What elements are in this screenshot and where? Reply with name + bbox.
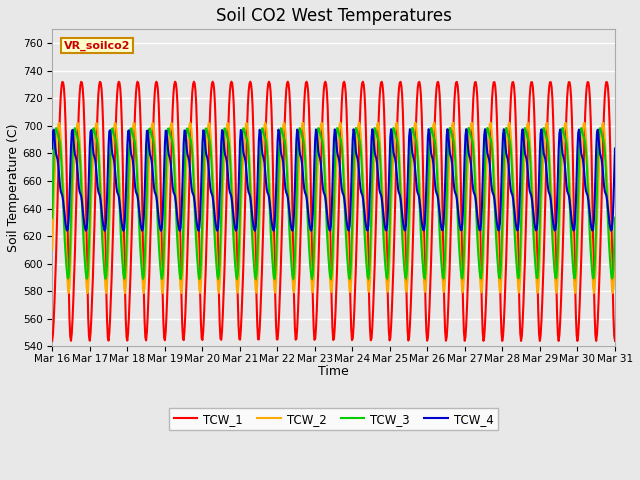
- TCW_4: [116, 207, 124, 213]
- Text: VR_soilco2: VR_soilco2: [63, 40, 130, 51]
- TCW_1: [49, 338, 56, 344]
- TCW_4: [425, 126, 433, 132]
- TCW_2: [393, 120, 401, 125]
- TCW_3: [611, 215, 619, 221]
- Line: TCW_3: TCW_3: [52, 128, 615, 279]
- TCW_2: [420, 279, 428, 285]
- TCW_2: [174, 231, 182, 237]
- TCW_1: [246, 79, 254, 84]
- TCW_1: [611, 338, 619, 344]
- TCW_4: [173, 216, 181, 221]
- TCW_2: [117, 211, 125, 216]
- TCW_4: [204, 158, 212, 164]
- TCW_3: [252, 276, 260, 282]
- TCW_4: [403, 206, 411, 212]
- TCW_3: [58, 182, 66, 188]
- TCW_4: [195, 228, 202, 234]
- TCW_2: [204, 124, 212, 130]
- TCW_1: [204, 216, 211, 221]
- TCW_2: [58, 164, 66, 169]
- TCW_3: [419, 267, 427, 273]
- TCW_4: [49, 145, 56, 151]
- X-axis label: Time: Time: [318, 365, 349, 378]
- TCW_3: [173, 240, 181, 245]
- TCW_1: [58, 79, 66, 85]
- TCW_1: [116, 86, 124, 92]
- TCW_4: [419, 227, 427, 233]
- Y-axis label: Soil Temperature (C): Soil Temperature (C): [7, 124, 20, 252]
- Line: TCW_4: TCW_4: [52, 129, 615, 231]
- TCW_4: [611, 145, 619, 151]
- TCW_2: [404, 276, 412, 282]
- TCW_1: [536, 338, 544, 344]
- TCW_1: [403, 303, 411, 309]
- TCW_3: [49, 215, 56, 221]
- TCW_3: [446, 125, 454, 131]
- Line: TCW_2: TCW_2: [52, 122, 615, 293]
- TCW_2: [49, 247, 56, 252]
- TCW_3: [116, 222, 124, 228]
- TCW_1: [419, 177, 427, 183]
- TCW_2: [611, 247, 619, 252]
- TCW_1: [173, 101, 181, 107]
- Line: TCW_1: TCW_1: [52, 82, 615, 341]
- TCW_3: [403, 269, 411, 275]
- TCW_3: [204, 129, 211, 135]
- TCW_2: [102, 290, 110, 296]
- Legend: TCW_1, TCW_2, TCW_3, TCW_4: TCW_1, TCW_2, TCW_3, TCW_4: [169, 408, 498, 430]
- TCW_4: [58, 193, 66, 199]
- Title: Soil CO2 West Temperatures: Soil CO2 West Temperatures: [216, 7, 452, 25]
